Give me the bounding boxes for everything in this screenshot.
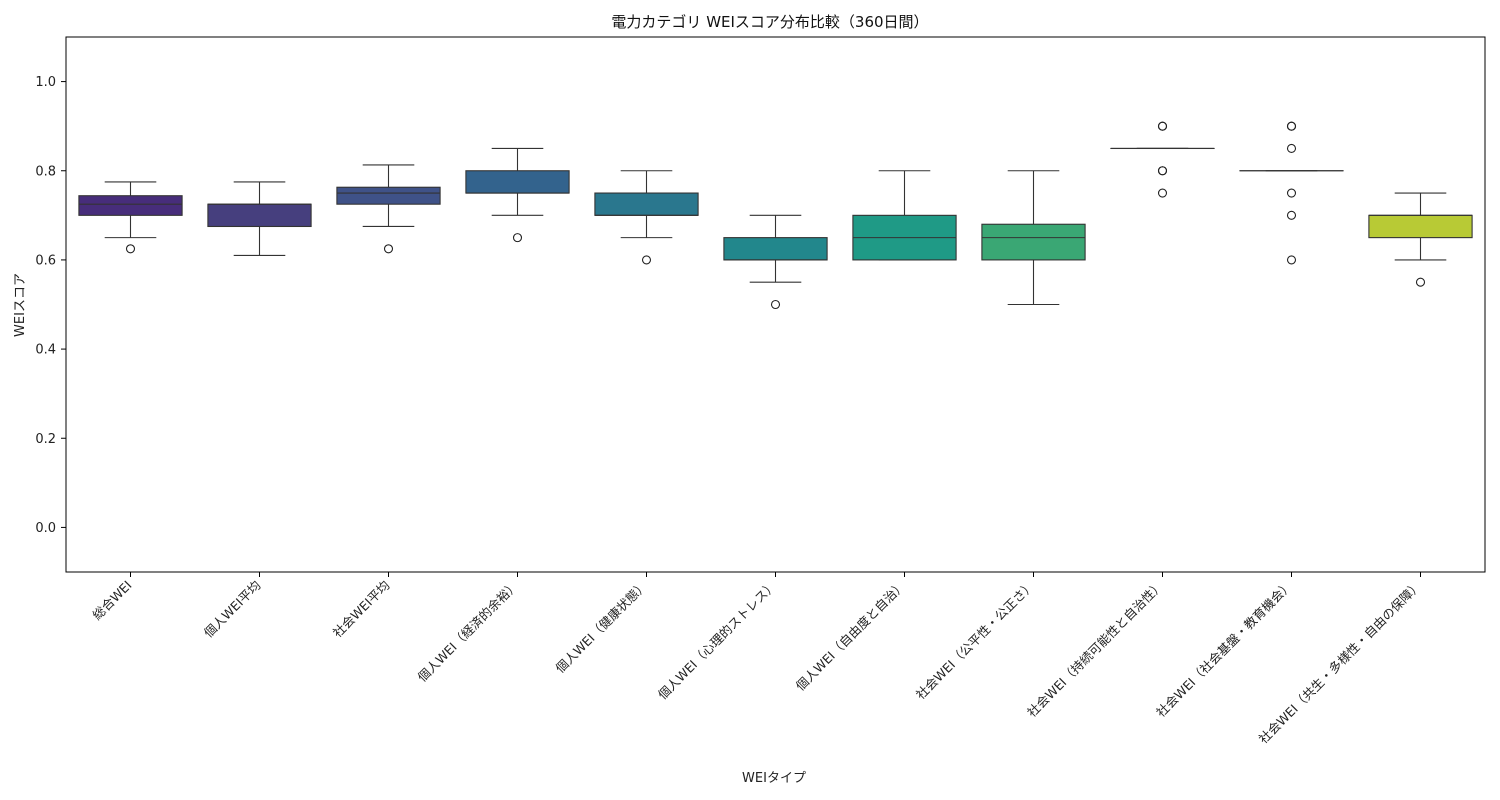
x-tick-label: 個人WEI（健康状態） [552,578,650,676]
outlier-point[interactable] [512,233,523,243]
box-iqr[interactable] [78,195,183,216]
outlier-point[interactable] [770,299,781,310]
x-tick-label: 個人WEI（心理的ストレス） [655,578,780,703]
x-tick-label: 個人WEI（経済的余裕） [415,578,522,685]
box-group [1368,192,1473,287]
y-tick-label: 0.2 [35,432,56,447]
outlier-point[interactable] [1286,188,1297,198]
x-tick-label: 社会WEI（公平性・公正さ） [913,578,1038,703]
box-group [723,214,828,310]
box-group [336,164,441,254]
outlier-point[interactable] [1286,121,1297,131]
y-axis-title: WEIスコア [13,273,28,337]
y-tick-label: 0.8 [35,164,56,179]
box-group [78,181,183,254]
box-group [1239,121,1344,265]
box-iqr[interactable] [465,170,570,194]
outlier-point[interactable] [125,244,136,254]
x-tick-label: 社会WEI（持続可能性と自治性） [1024,578,1166,720]
box-iqr[interactable] [594,192,699,216]
y-tick-label: 0.6 [35,253,56,268]
outlier-point[interactable] [383,244,394,254]
outlier-point[interactable] [1157,166,1168,176]
x-tick-label: 社会WEI（共生・多様性・自由の保障） [1256,578,1425,747]
box-group [594,170,699,265]
box-iqr[interactable] [981,223,1086,261]
outlier-point[interactable] [1286,143,1297,154]
box-iqr[interactable] [207,203,312,228]
outlier-point[interactable] [641,255,652,265]
box-group [981,170,1086,306]
outlier-point[interactable] [1157,121,1168,131]
x-tick-label: 社会WEI（社会基盤・教育機会） [1153,578,1295,720]
box-group [852,170,957,261]
chart-title: 電力カテゴリ WEIスコア分布比較（360日間） [611,13,928,31]
box-group [207,181,312,257]
outlier-point[interactable] [1157,188,1168,198]
x-tick-label: 社会WEI平均 [330,578,393,641]
y-tick-label: 1.0 [35,75,56,90]
plot-frame [65,36,1486,573]
box-iqr[interactable] [1368,214,1473,239]
outlier-point[interactable] [1286,210,1297,220]
box-group [465,147,570,243]
outlier-point[interactable] [1415,277,1426,287]
x-tick-label: 個人WEI（自由度と自治） [793,578,909,694]
x-tick-label: 個人WEI平均 [201,578,264,641]
outlier-point[interactable] [1286,255,1297,265]
x-tick-label: 総合WEI [89,578,134,623]
y-tick-label: 0.4 [35,343,56,358]
box-iqr[interactable] [723,237,828,261]
x-axis-title: WEIタイプ [742,771,806,786]
y-tick-label: 0.0 [35,521,56,536]
box-group [1110,121,1215,198]
box-iqr[interactable] [336,186,441,205]
